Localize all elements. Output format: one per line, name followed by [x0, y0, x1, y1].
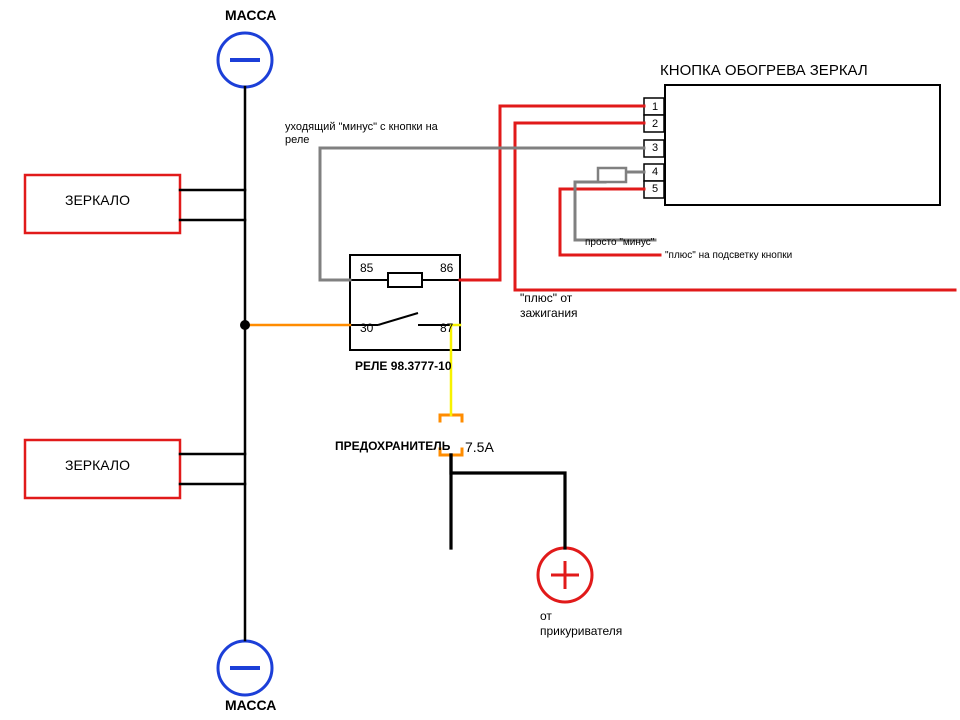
label: 30	[360, 321, 374, 335]
label: 5	[652, 183, 658, 195]
button-box	[665, 85, 940, 205]
label: 87	[440, 321, 454, 335]
label: 86	[440, 261, 454, 275]
label: МАССА	[225, 7, 276, 23]
label: ПРЕДОХРАНИТЕЛЬ	[335, 439, 451, 453]
label: ЗЕРКАЛО	[65, 457, 130, 473]
label: прикуривателя	[540, 624, 622, 638]
label: просто "минус"	[585, 237, 655, 248]
label: ЗЕРКАЛО	[65, 192, 130, 208]
wiring-diagram: МАССА МАССА ЗЕРКАЛО ЗЕРКАЛО КНОПКА ОБОГРЕВА …	[0, 0, 960, 720]
gray-connector	[598, 168, 626, 182]
label: РЕЛЕ 98.3777-10	[355, 359, 452, 373]
label: "плюс" от	[520, 291, 573, 305]
label: 2	[652, 118, 658, 130]
label: КНОПКА ОБОГРЕВА ЗЕРКАЛ	[660, 62, 868, 79]
junction-node	[240, 320, 250, 330]
ground-bot	[218, 641, 272, 695]
label: реле	[285, 134, 309, 146]
label: уходящий "минус" с кнопки на	[285, 121, 439, 133]
ground-top	[218, 33, 272, 87]
label: 1	[652, 101, 658, 113]
label: 7.5A	[465, 439, 494, 455]
label: МАССА	[225, 697, 276, 713]
label: "плюс" на подсветку кнопки	[665, 250, 792, 261]
plus-source	[538, 548, 592, 602]
label: 4	[652, 166, 658, 178]
label: зажигания	[520, 306, 578, 320]
label: 85	[360, 261, 374, 275]
label: от	[540, 609, 552, 623]
label: 3	[652, 142, 658, 154]
